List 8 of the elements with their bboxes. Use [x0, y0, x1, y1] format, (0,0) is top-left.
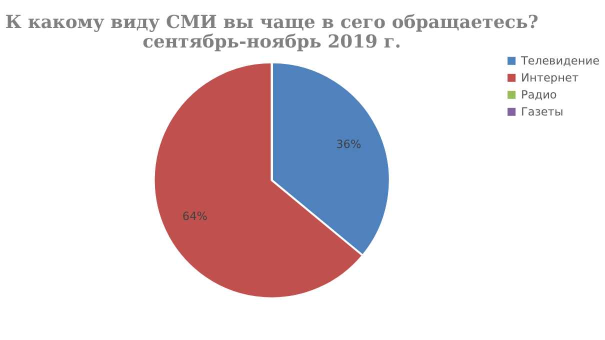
- legend-label: Телевидение: [520, 54, 600, 68]
- text: К какому виду СМИ вы чаще в сего обращаетесь?: [5, 12, 538, 33]
- data-label: 36%: [336, 136, 362, 151]
- legend-label: Радио: [521, 88, 557, 102]
- legend-label: Интернет: [521, 70, 579, 85]
- text: сентябрь-ноябрь 2019 г.: [142, 32, 402, 53]
- data-label: 64%: [182, 209, 208, 224]
- legend-label: Газеты: [521, 104, 564, 119]
